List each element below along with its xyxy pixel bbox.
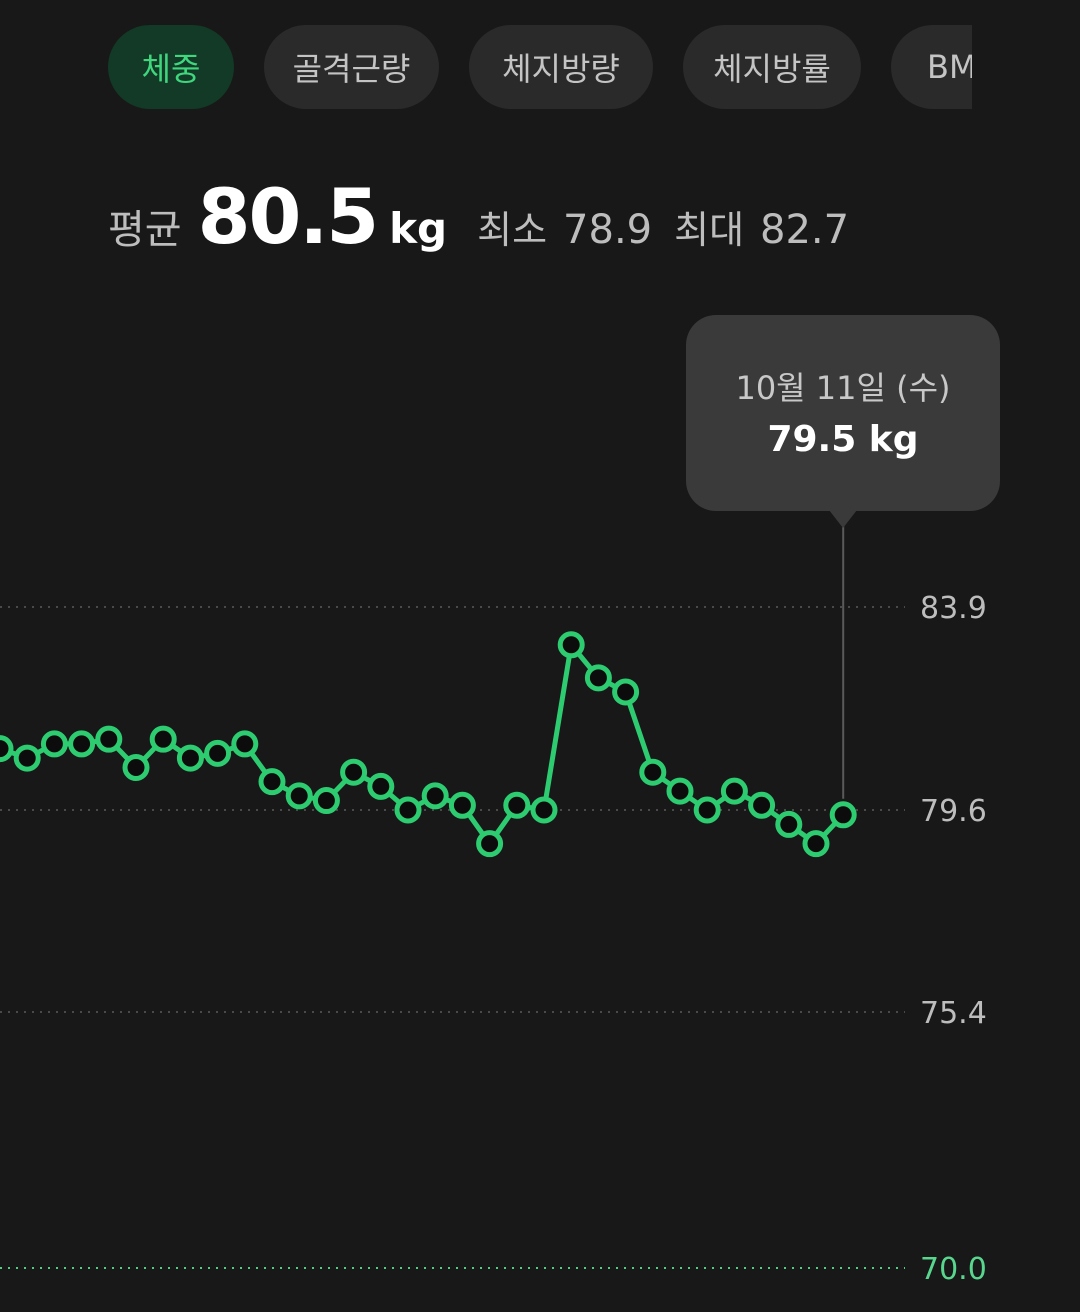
data-point xyxy=(312,787,340,815)
data-point xyxy=(802,830,830,858)
data-point xyxy=(829,801,857,829)
data-point xyxy=(0,735,14,763)
y-tick-label: 83.9 xyxy=(920,591,987,626)
y-tick-label: 70.0 xyxy=(920,1252,987,1287)
tooltip-value: 79.5 kg xyxy=(767,419,919,460)
data-point xyxy=(557,631,585,659)
min-label: 최소 xyxy=(477,208,548,252)
tooltip-pointer-icon xyxy=(829,510,857,528)
data-point xyxy=(258,768,286,796)
data-point xyxy=(720,777,748,805)
data-point xyxy=(476,830,504,858)
weight-summary: 평균 80.5 kg 최소 78.9 최대 82.7 xyxy=(108,172,871,272)
data-point xyxy=(95,725,123,753)
average-label: 평균 xyxy=(108,207,182,253)
data-point xyxy=(448,791,476,819)
data-point xyxy=(231,730,259,758)
tab-skeletal-muscle[interactable]: 골격근량 xyxy=(264,25,439,109)
data-point xyxy=(503,791,531,819)
data-point xyxy=(149,725,177,753)
max-label: 최대 xyxy=(674,208,745,252)
tab-weight[interactable]: 체중 xyxy=(108,25,234,109)
data-point xyxy=(639,758,667,786)
data-point xyxy=(775,810,803,838)
tab-body-fat-mass[interactable]: 체지방량 xyxy=(469,25,653,109)
min-value: 78.9 xyxy=(563,207,653,253)
y-tick-label: 79.6 xyxy=(920,794,987,829)
data-point xyxy=(285,782,313,810)
tooltip-date: 10월 11일 (수) xyxy=(735,369,951,407)
metric-tabs: 체중 골격근량 체지방량 체지방률 BMI xyxy=(108,25,972,109)
data-point xyxy=(530,796,558,824)
data-point xyxy=(666,777,694,805)
tab-bmi[interactable]: BMI xyxy=(891,25,972,109)
data-point xyxy=(40,730,68,758)
data-point xyxy=(68,730,96,758)
data-point xyxy=(584,664,612,692)
data-point xyxy=(748,791,776,819)
data-point xyxy=(204,739,232,767)
data-point xyxy=(340,758,368,786)
data-point xyxy=(421,782,449,810)
selected-point-tooltip: 10월 11일 (수) 79.5 kg xyxy=(686,315,1000,511)
data-point xyxy=(612,678,640,706)
data-point xyxy=(394,796,422,824)
data-point xyxy=(122,754,150,782)
data-point xyxy=(13,744,41,772)
max-value: 82.7 xyxy=(760,207,850,253)
average-value: 80.5 xyxy=(197,172,380,261)
tab-body-fat-percent[interactable]: 체지방률 xyxy=(683,25,861,109)
average-unit: kg xyxy=(389,204,448,253)
data-point xyxy=(367,772,395,800)
y-tick-label: 75.4 xyxy=(920,996,987,1031)
data-point xyxy=(176,744,204,772)
data-point xyxy=(693,796,721,824)
